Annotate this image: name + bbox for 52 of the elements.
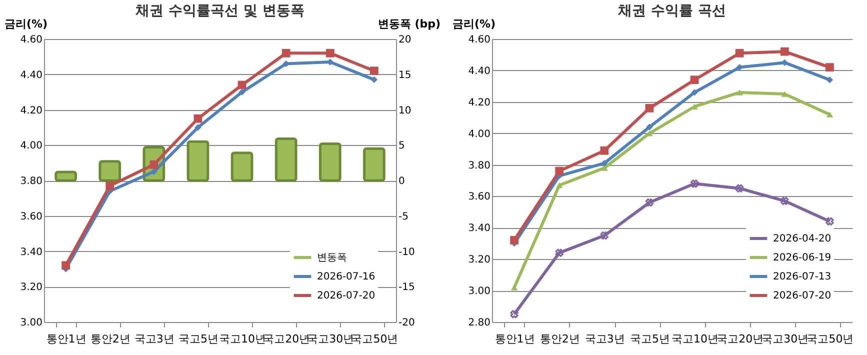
y-tick-label: 3.60: [468, 192, 490, 203]
legend-label: 2026-04-20: [773, 234, 832, 244]
y-tick-label: 3.60: [20, 211, 42, 222]
y-tick-label: 3.40: [20, 246, 42, 258]
y-tick-label: 3.80: [20, 176, 42, 187]
y-tick-label: 4.60: [468, 34, 490, 46]
x-tick-label: 통안2년: [540, 332, 580, 346]
x-tick-label: 통안1년: [494, 332, 535, 346]
y-tick-label: 3.00: [468, 286, 490, 298]
y-axis-title: 금리(%): [452, 18, 496, 30]
y2-tick-label: -20: [398, 318, 415, 328]
y-tick-label: 3.20: [468, 254, 490, 266]
y2-tick-label: 10: [398, 105, 412, 116]
y-tick-label: 4.20: [20, 105, 42, 116]
y2-tick-label: -10: [398, 246, 415, 258]
y-tick-label: 3.40: [468, 223, 490, 234]
y-tick-label: 4.20: [468, 97, 490, 108]
y2-tick-label: 5: [398, 140, 405, 152]
x-tick-label: 국고10년: [672, 332, 719, 346]
x-tick-label: 국고3년: [584, 332, 625, 346]
y-axis-title: 금리(%): [4, 18, 48, 30]
y2-tick-label: 20: [398, 34, 412, 46]
y2-tick-label: -5: [398, 211, 408, 222]
y-tick-label: 3.80: [468, 160, 490, 172]
x-tick-label: 통안1년: [46, 332, 86, 346]
y-tick-label: 4.40: [20, 70, 42, 81]
legend-label: 2026-07-16: [317, 272, 376, 282]
y-tick-label: 4.00: [468, 128, 490, 140]
x-tick-label: 통안2년: [90, 332, 130, 346]
legend-label: 2026-07-20: [317, 290, 376, 302]
x-tick-label: 국고3년: [134, 332, 174, 346]
y-tick-label: 4.00: [20, 140, 42, 152]
legend-label: 2026-07-20: [773, 290, 832, 302]
y-tick-label: 4.40: [468, 66, 490, 77]
y-tick-label: 3.00: [20, 318, 42, 328]
y-tick-label: 4.60: [20, 34, 42, 46]
y-tick-label: 2.80: [468, 318, 490, 328]
y2-axis-title: 변동폭 (bp): [378, 18, 440, 30]
y2-tick-label: 0: [398, 176, 405, 187]
y-tick-label: 3.20: [20, 282, 42, 294]
x-tick-label: 국고5년: [178, 332, 218, 346]
chart-title: 채권 수익률 곡선: [617, 3, 726, 19]
x-tick-label: 국고5년: [630, 332, 670, 346]
x-tick-label: 국고20년: [716, 332, 764, 346]
legend-label: 변동폭: [317, 252, 347, 264]
chart-title: 채권 수익률곡선 및 변동폭: [134, 3, 304, 19]
x-tick-label: 국고30년: [762, 332, 809, 346]
legend-label: 2026-06-19: [773, 252, 832, 264]
y2-tick-label: -15: [398, 282, 415, 294]
x-tick-label: 국고50년: [806, 332, 854, 346]
y2-tick-label: 15: [398, 70, 412, 81]
legend-label: 2026-07-13: [773, 272, 832, 282]
